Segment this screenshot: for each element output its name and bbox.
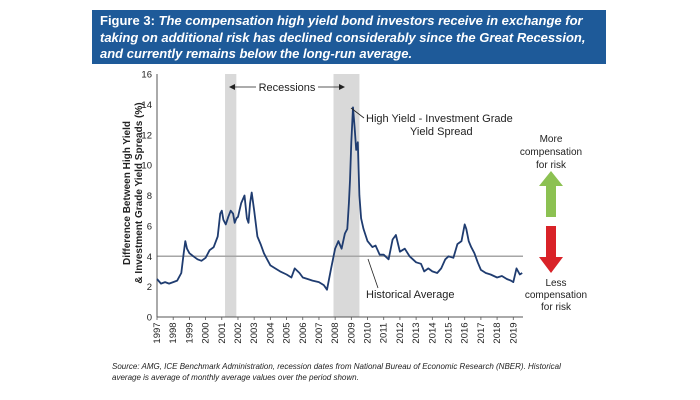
x-tick-label-2006: 2006: [298, 322, 309, 343]
x-tick-label-2011: 2011: [379, 323, 390, 343]
spread-label-line2: Yield Spread: [410, 126, 473, 138]
figure-label: Figure 3:: [100, 13, 155, 28]
spread-label-line1: High Yield - Investment Grade: [366, 113, 513, 125]
x-tick-labels: 1997 1998 1999 2000 2001 2002 2003 2004 2005 2006…: [152, 317, 519, 344]
spread-leader-line: [350, 107, 365, 119]
recessions-label: Recessions: [259, 82, 316, 94]
recessions-annotation: Recessions: [229, 82, 345, 94]
y-tick-label-0: 0: [147, 313, 152, 324]
x-tick-label-2018: 2018: [492, 322, 503, 343]
y-axis-label-line2: & Investment Grade Yield Spreads (%): [134, 102, 145, 283]
less-label-line1: Less: [545, 278, 566, 289]
x-tick-label-2005: 2005: [282, 322, 293, 343]
figure-header: Figure 3: The compensation high yield bo…: [92, 10, 606, 64]
y-tick-label-4: 4: [147, 252, 152, 263]
x-tick-label-2002: 2002: [233, 322, 244, 343]
x-tick-label-2014: 2014: [427, 322, 438, 343]
more-compensation-annotation: More compensation for risk: [520, 134, 582, 217]
less-label-line2: compensation: [525, 290, 587, 301]
spread-series-line: [156, 106, 523, 291]
y-tick-label-16: 16: [141, 70, 152, 81]
y-axis-label-line1: Difference Between High Yield: [122, 121, 133, 265]
x-tick-label-2003: 2003: [249, 322, 260, 343]
figure-title: The compensation high yield bond investo…: [100, 13, 586, 61]
x-tick-label-2004: 2004: [265, 322, 276, 343]
y-tick-label-8: 8: [147, 191, 152, 202]
up-arrow-icon: [539, 171, 563, 217]
more-label-line2: compensation: [520, 147, 582, 158]
down-arrow-icon: [539, 226, 563, 273]
x-tick-label-2009: 2009: [346, 322, 357, 343]
x-tick-label-2012: 2012: [395, 322, 406, 343]
y-tick-label-12: 12: [141, 130, 152, 141]
recessions-arrowhead-right: [339, 84, 345, 90]
historical-average-label: Historical Average: [366, 289, 454, 301]
more-label-line3: for risk: [536, 160, 567, 171]
x-tick-label-2015: 2015: [444, 322, 455, 343]
less-label-line3: for risk: [541, 302, 572, 313]
x-tick-label-2001: 2001: [217, 322, 228, 343]
x-tick-label-1999: 1999: [184, 322, 195, 343]
more-label-line1: More: [540, 134, 563, 145]
x-tick-label-2019: 2019: [508, 322, 519, 343]
y-tick-label-14: 14: [141, 100, 152, 111]
recession-band-1: [225, 74, 237, 317]
x-tick-label-2017: 2017: [476, 322, 487, 343]
x-tick-label-2010: 2010: [363, 322, 374, 343]
average-annotation: Historical Average: [366, 258, 454, 301]
x-tick-label-2000: 2000: [201, 322, 212, 343]
x-tick-label-2013: 2013: [411, 322, 422, 343]
axes: [156, 74, 523, 318]
x-tick-label-1997: 1997: [152, 322, 163, 343]
less-compensation-annotation: Less compensation for risk: [525, 226, 587, 313]
x-tick-label-2007: 2007: [314, 322, 325, 343]
y-tick-label-2: 2: [147, 282, 152, 293]
recession-band-2: [333, 74, 360, 317]
y-tick-label-10: 10: [141, 161, 152, 172]
recession-bands: [225, 74, 360, 317]
x-tick-label-2008: 2008: [330, 322, 341, 343]
average-leader-line: [367, 258, 379, 289]
x-tick-label-1998: 1998: [168, 322, 179, 343]
recessions-arrowhead-left: [229, 84, 235, 90]
source-note: Source: AMG, ICE Benchmark Administratio…: [112, 362, 561, 382]
x-tick-label-2016: 2016: [460, 322, 471, 343]
spread-annotation: High Yield - Investment Grade Yield Spre…: [350, 107, 513, 138]
y-tick-label-6: 6: [147, 221, 152, 232]
y-tick-labels: 0 2 4 6 8 10 12 14 16: [141, 70, 152, 324]
